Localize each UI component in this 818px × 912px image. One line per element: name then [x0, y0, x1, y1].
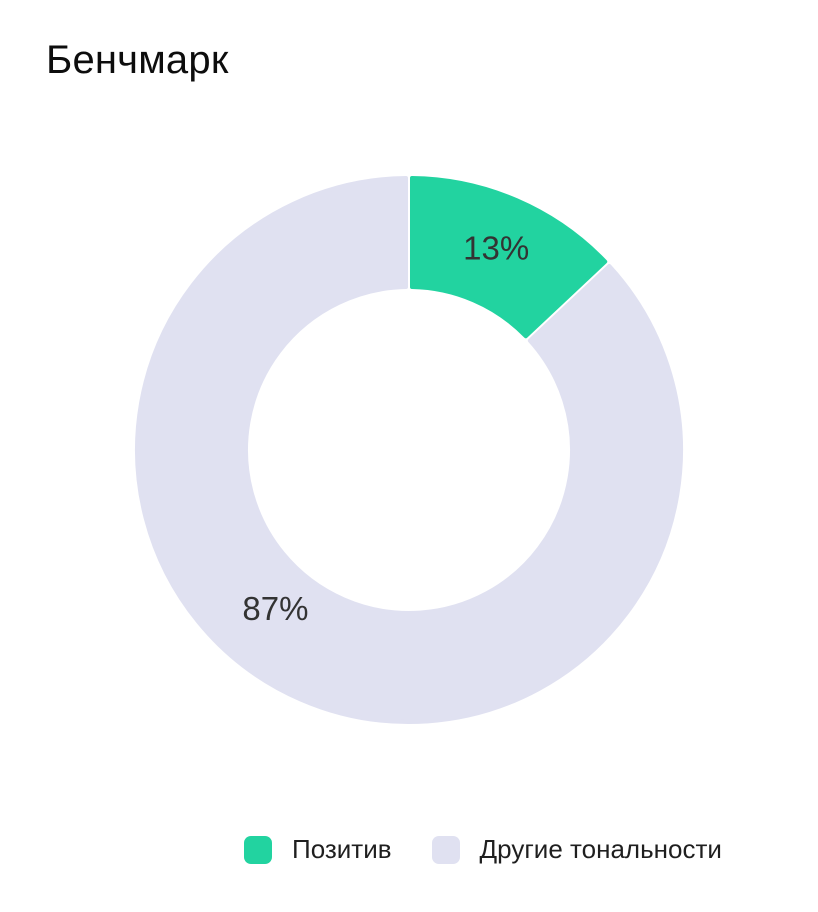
- donut-slice-0[interactable]: [410, 176, 608, 339]
- legend-swatch-positive: [244, 835, 272, 864]
- slice-label-0: 13%: [463, 229, 529, 266]
- legend-label-other-tones: Другие тональности: [479, 834, 722, 864]
- donut-slice-1[interactable]: [135, 176, 683, 724]
- legend-swatch-other-tones: [431, 835, 460, 864]
- legend-item-other-tones[interactable]: Другие тональности: [431, 834, 722, 865]
- legend-label-positive: Позитив: [292, 834, 392, 864]
- page-title: Бенчмарк: [46, 38, 229, 82]
- legend-item-positive[interactable]: Позитив: [244, 834, 392, 865]
- slice-label-1: 87%: [242, 590, 308, 627]
- chart-legend: Позитив Другие тональности: [244, 834, 722, 865]
